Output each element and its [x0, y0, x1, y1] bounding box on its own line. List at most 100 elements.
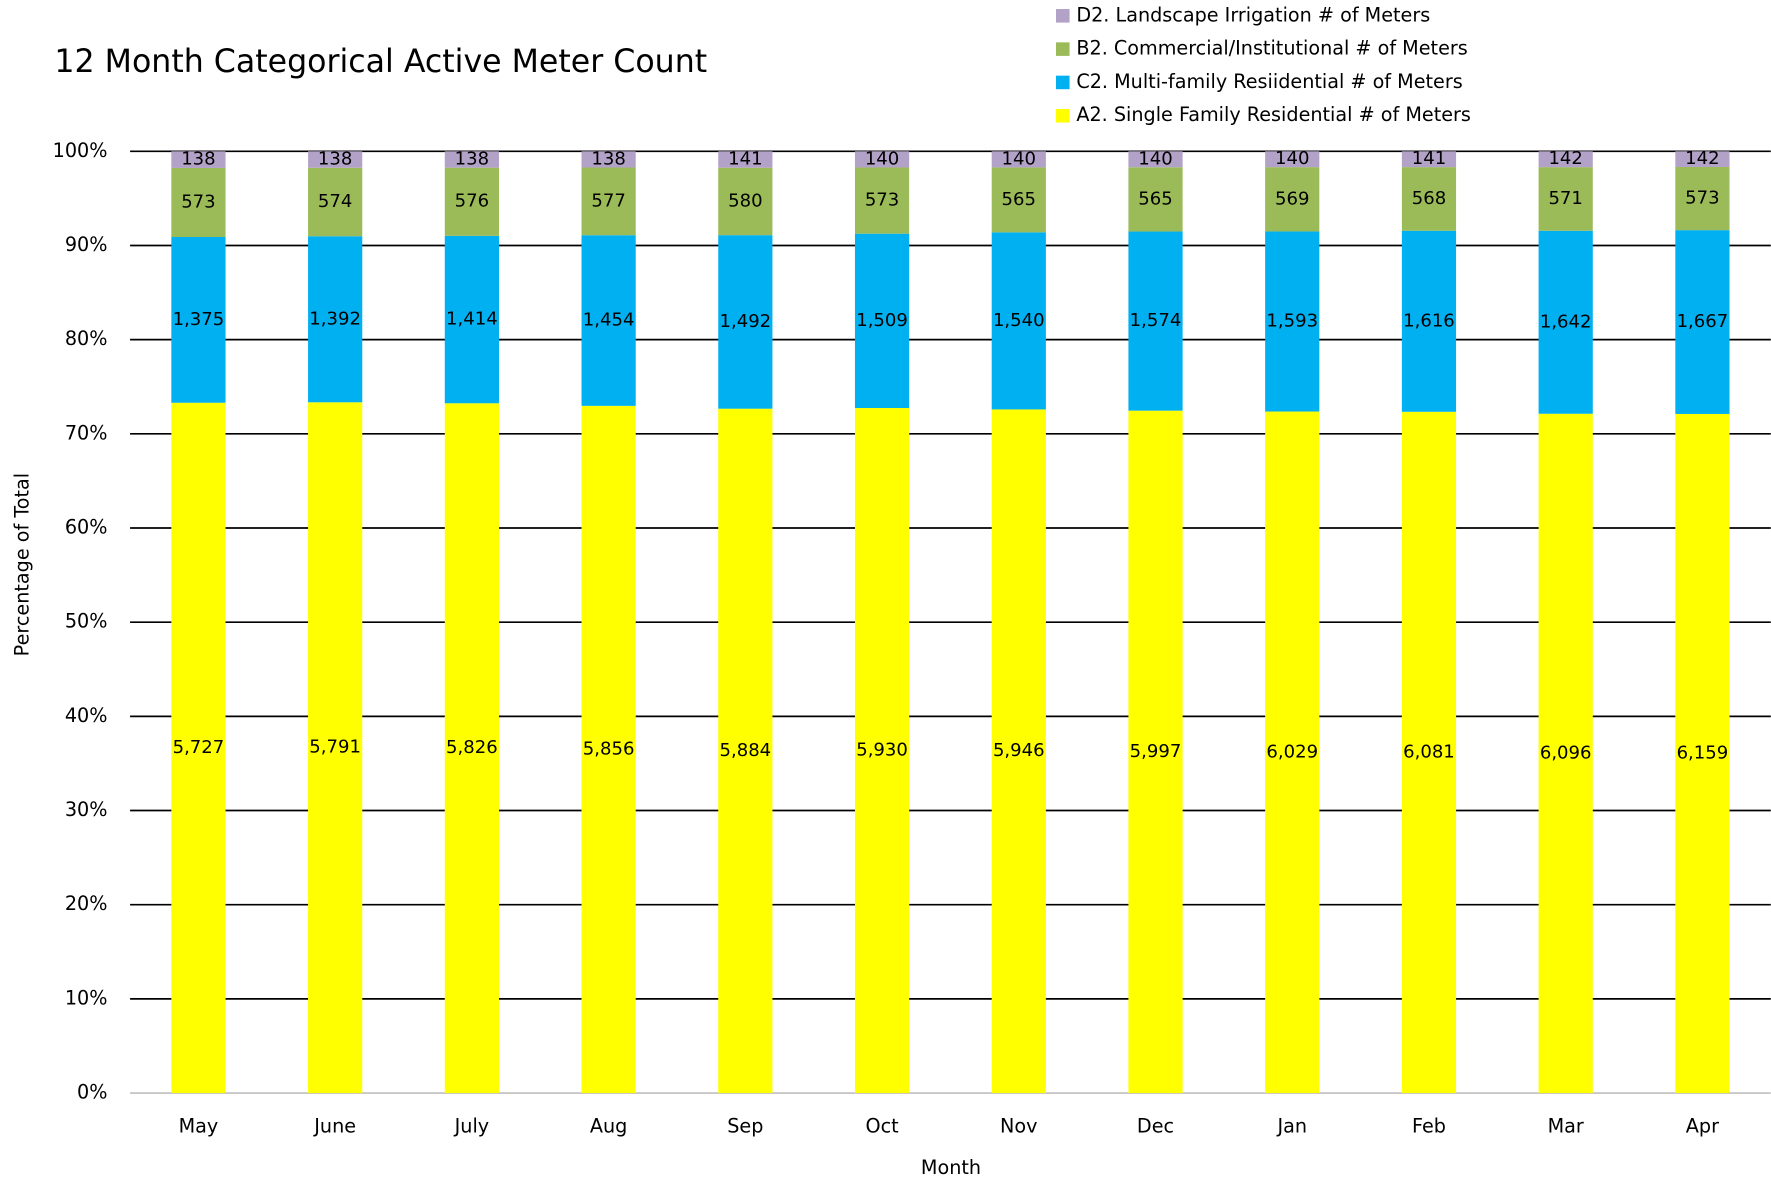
data-label: 568: [1412, 188, 1446, 209]
y-tick-label: 0%: [77, 1081, 107, 1104]
bar-segment: [444, 235, 499, 404]
bar-segment: [1538, 413, 1593, 1094]
x-tick-label: Oct: [865, 1114, 899, 1137]
bar-segment: [581, 405, 636, 1094]
data-label: 140: [865, 148, 899, 169]
x-tick-label: Aug: [590, 1114, 627, 1137]
bar-segment: [581, 167, 636, 236]
bar-segment: [1401, 151, 1457, 168]
data-label: 5,826: [446, 737, 498, 758]
legend-swatch: [1056, 9, 1070, 23]
bar-segment: [1538, 151, 1593, 168]
data-label: 576: [455, 191, 489, 212]
data-label: 138: [455, 148, 489, 169]
y-tick-label: 90%: [65, 233, 108, 256]
bar-segment: [308, 402, 363, 1094]
x-tick-label: Sep: [727, 1114, 763, 1137]
data-label: 573: [1685, 188, 1719, 209]
y-tick-label: 60%: [65, 516, 108, 539]
bar-segment: [718, 167, 773, 236]
x-axis-title: Month: [921, 1156, 981, 1179]
bar-segment: [171, 151, 226, 168]
bar-segment: [1538, 167, 1593, 231]
bar-segment: [308, 151, 363, 168]
x-tick-label: Feb: [1412, 1114, 1446, 1137]
legend-swatch: [1056, 42, 1070, 56]
bar-segment: [171, 237, 226, 403]
data-label: 5,791: [309, 737, 361, 758]
bar-segment: [581, 151, 636, 168]
data-label: 6,096: [1540, 742, 1592, 763]
legend-label: D2. Landscape Irrigation # of Meters: [1076, 3, 1430, 26]
x-tick-label: Mar: [1548, 1114, 1584, 1137]
bar-segment: [854, 408, 910, 1094]
bar-segment: [1128, 410, 1183, 1094]
bar-segment: [718, 408, 773, 1094]
bar-segment: [1128, 231, 1183, 411]
data-label: 1,454: [583, 310, 635, 331]
data-label: 5,856: [583, 738, 635, 759]
data-label: 1,540: [993, 310, 1045, 331]
data-label: 580: [728, 190, 762, 211]
data-label: 5,884: [720, 740, 772, 761]
data-label: 6,159: [1677, 743, 1729, 764]
bar-segment: [308, 236, 363, 403]
data-label: 5,946: [993, 740, 1045, 761]
bar-segment: [1538, 230, 1593, 414]
data-label: 571: [1548, 188, 1582, 209]
bar-segment: [1265, 411, 1320, 1094]
data-label: 140: [1002, 148, 1036, 169]
chart-title: 12 Month Categorical Active Meter Count: [54, 44, 707, 80]
bar-segment: [1401, 167, 1457, 231]
bar-segment: [991, 232, 1046, 410]
bar-segment: [991, 409, 1046, 1094]
bar-segment: [1265, 167, 1320, 232]
y-tick-label: 70%: [65, 421, 108, 444]
x-tick-label: Dec: [1137, 1114, 1174, 1137]
legend-label: A2. Single Family Residential # of Meter…: [1076, 103, 1471, 126]
y-tick-label: 100%: [53, 139, 108, 162]
y-tick-label: 40%: [65, 704, 108, 727]
bar-segment: [718, 151, 773, 168]
bar-segment: [1675, 230, 1730, 414]
data-label: 6,029: [1266, 741, 1318, 762]
data-label: 565: [1138, 188, 1172, 209]
y-tick-label: 20%: [65, 892, 108, 915]
data-label: 565: [1002, 189, 1036, 210]
bar-segment: [308, 167, 363, 237]
data-label: 138: [318, 149, 352, 170]
data-label: 1,574: [1130, 310, 1182, 331]
bar-segment: [1265, 231, 1320, 412]
data-label: 141: [728, 149, 762, 170]
bar-segment: [854, 167, 910, 234]
bar-segment: [854, 233, 910, 409]
y-tick-label: 30%: [65, 798, 108, 821]
bar-segment: [1401, 230, 1457, 412]
data-label: 573: [865, 190, 899, 211]
x-tick-label: July: [454, 1114, 490, 1137]
x-tick-label: Apr: [1686, 1114, 1719, 1137]
bar-segment: [854, 151, 910, 168]
y-tick-label: 80%: [65, 327, 108, 350]
data-label: 1,392: [309, 308, 361, 329]
bar-segment: [1265, 151, 1320, 168]
bar-segment: [444, 151, 499, 168]
data-label: 5,727: [173, 737, 225, 758]
data-label: 577: [591, 190, 625, 211]
data-label: 1,375: [173, 309, 225, 330]
y-tick-label: 10%: [65, 986, 108, 1009]
bar-segment: [991, 151, 1046, 168]
data-label: 574: [318, 191, 352, 212]
legend-label: B2. Commercial/Institutional # of Meters: [1076, 37, 1467, 60]
bar-segment: [581, 235, 636, 406]
x-tick-label: Jan: [1276, 1114, 1307, 1137]
data-label: 1,616: [1403, 310, 1455, 331]
bar-segment: [444, 403, 499, 1094]
data-label: 1,414: [446, 309, 498, 330]
legend-label: C2. Multi-family Resiidential # of Meter…: [1076, 70, 1462, 93]
data-label: 141: [1412, 148, 1446, 169]
data-label: 569: [1275, 188, 1309, 209]
bar-segment: [171, 402, 226, 1094]
data-label: 5,930: [856, 740, 908, 761]
